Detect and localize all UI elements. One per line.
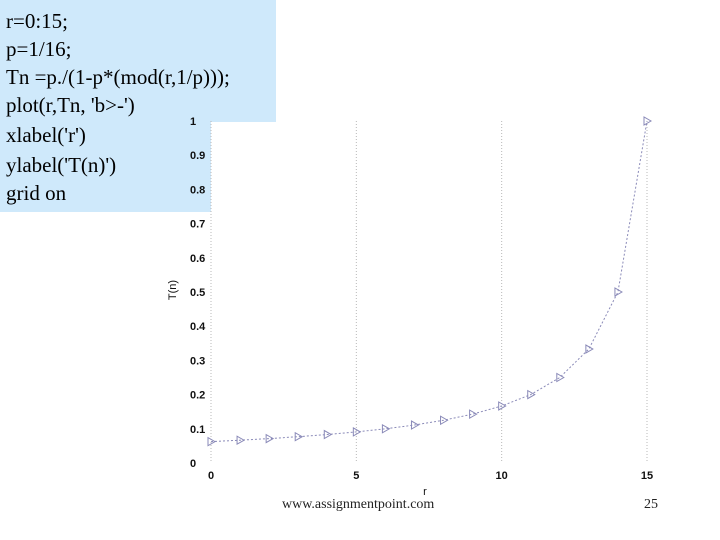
code-line-1: r=0:15; <box>6 9 69 33</box>
data-point-marker <box>352 427 362 437</box>
x-tick-label: 15 <box>641 470 653 482</box>
data-point-marker <box>643 116 653 126</box>
y-tick-label: 0.7 <box>190 219 205 231</box>
code-line-3: Tn =p./(1-p*(mod(r,1/p))); <box>6 65 230 89</box>
y-tick-label: 0.2 <box>190 390 205 402</box>
y-tick-label: 0.9 <box>190 150 205 162</box>
data-point-marker <box>440 415 449 426</box>
page-number: 25 <box>644 497 658 512</box>
data-point-marker <box>236 435 246 446</box>
data-point-marker <box>294 431 304 442</box>
data-point-marker <box>585 344 594 354</box>
chart-series <box>207 116 653 447</box>
data-point-marker <box>556 372 565 383</box>
data-point-marker <box>323 429 333 440</box>
chart-tick-labels: 0 5 10 15 0 0.1 0.2 0.3 0.4 0.5 0.6 0.7 0.8 0.9 1 <box>190 116 653 482</box>
x-tick-label: 0 <box>208 470 214 482</box>
y-tick-label: 0.1 <box>190 424 205 436</box>
x-tick-label: 5 <box>353 470 359 482</box>
series-line <box>210 120 648 443</box>
code-line-2: p=1/16; <box>6 37 72 61</box>
footer-url: www.assignmentpoint.com <box>282 497 435 512</box>
x-tick-label: 10 <box>496 470 508 482</box>
chart-grid <box>210 121 648 463</box>
y-tick-label: 0.8 <box>190 184 205 196</box>
y-tick-label: 0.6 <box>190 253 205 265</box>
code-panel <box>0 0 276 122</box>
code-panel-extension <box>0 122 211 212</box>
data-point-marker <box>614 287 623 297</box>
code-line-7: grid on <box>6 181 67 205</box>
y-tick-label: 0 <box>190 458 196 470</box>
data-point-marker <box>265 433 275 444</box>
y-axis-title: T(n) <box>167 280 179 300</box>
data-point-marker <box>527 389 536 400</box>
code-line-6: ylabel('T(n)') <box>6 153 117 177</box>
data-point-marker <box>410 420 420 430</box>
code-line-4: plot(r,Tn, 'b>-') <box>6 93 135 117</box>
data-point-marker <box>207 436 217 447</box>
y-tick-label: 0.5 <box>190 287 205 299</box>
y-tick-label: 0.3 <box>190 355 205 367</box>
y-tick-label: 1 <box>190 116 196 128</box>
data-point-marker <box>381 423 391 434</box>
y-tick-label: 0.4 <box>190 321 206 333</box>
code-line-5: xlabel('r') <box>6 123 86 147</box>
data-point-marker <box>469 409 478 419</box>
data-point-marker <box>498 401 507 411</box>
x-axis-title: r <box>423 486 427 498</box>
